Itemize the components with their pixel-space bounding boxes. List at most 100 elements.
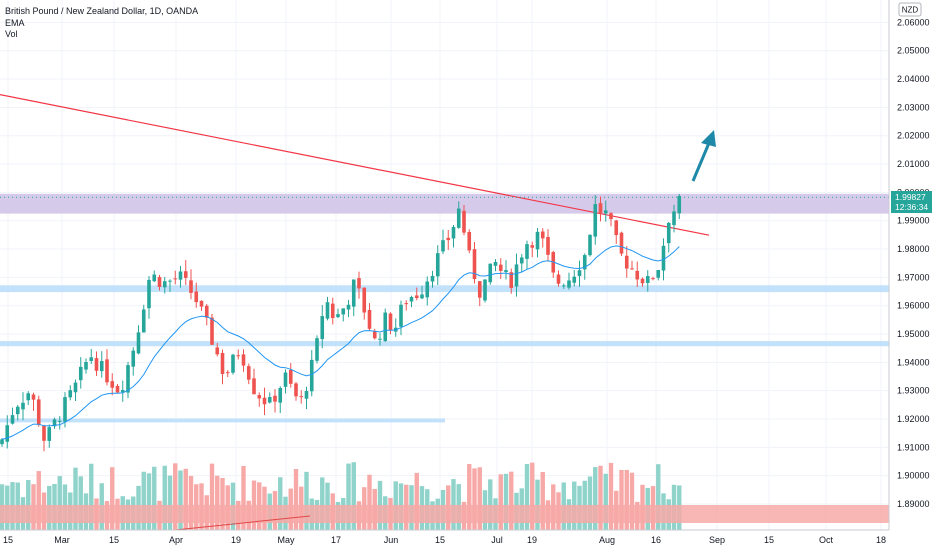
volume-bar	[608, 462, 614, 530]
candle-up	[10, 407, 15, 425]
candle-down	[105, 349, 109, 386]
candle-body	[372, 331, 377, 339]
candle-body	[262, 397, 267, 405]
candle-up	[5, 415, 10, 449]
candle-up	[99, 351, 104, 378]
up-arrow-icon	[691, 130, 716, 182]
candle-body	[603, 210, 608, 214]
candle-down	[498, 258, 503, 279]
candle-body	[215, 347, 220, 355]
candle-body	[399, 304, 403, 327]
candle-up	[409, 295, 414, 308]
candle-body	[672, 211, 676, 226]
candle-body	[441, 240, 445, 252]
candle-up	[309, 350, 314, 397]
volume-indicator-label[interactable]: Vol	[5, 29, 18, 39]
candle-down	[257, 392, 262, 407]
candle-body	[241, 354, 246, 366]
time-tick-label: 15	[109, 535, 119, 545]
candle-up	[136, 325, 141, 355]
volume-bar	[320, 477, 325, 530]
candle-body	[383, 312, 388, 342]
candle-up	[152, 270, 157, 283]
candle-up	[456, 201, 461, 229]
candle-up	[603, 200, 608, 222]
candle-body	[430, 275, 435, 282]
zone-support-3	[0, 418, 445, 423]
candle-body	[78, 366, 83, 381]
time-tick-label: 19	[527, 535, 537, 545]
time-axis[interactable]: 15 Mar 15 Apr 19 May 17 Jun 15 Jul 19 Aug 16 Sep 15 Oct…	[0, 529, 932, 550]
volume-bar	[351, 462, 356, 530]
candle-down	[204, 304, 209, 326]
time-tick-label: Mar	[54, 535, 70, 545]
candle-down	[288, 363, 293, 388]
zone-support-1	[0, 285, 889, 293]
candle-body	[252, 378, 256, 395]
candle-up	[420, 285, 424, 300]
candle-body	[141, 309, 146, 333]
candle-body	[498, 264, 503, 271]
price-tick-label: 2.06000	[897, 17, 930, 27]
candle-body	[351, 279, 356, 307]
candle-up	[341, 308, 346, 322]
candle-up	[63, 392, 67, 428]
volume-bar	[467, 464, 472, 530]
candle-up	[68, 385, 73, 401]
volume-bar	[472, 468, 477, 530]
candle-body	[362, 287, 367, 313]
candle-body	[220, 352, 225, 374]
candle-body	[414, 295, 419, 299]
candle-down	[215, 343, 220, 357]
candle-body	[593, 204, 598, 237]
candle-body	[157, 277, 162, 288]
candle-down	[252, 368, 256, 395]
candle-body	[357, 278, 361, 289]
price-axis[interactable]: 2.06000 2.05000 2.04000 2.03000 2.02000 2.010…	[888, 0, 932, 550]
candle-body	[10, 415, 15, 424]
candle-down	[624, 246, 629, 278]
price-tick-label: 2.02000	[897, 131, 930, 141]
candle-up	[15, 404, 20, 421]
candle-body	[483, 279, 487, 301]
candle-body	[577, 270, 582, 277]
candle-body	[68, 390, 73, 398]
candle-up	[535, 227, 540, 258]
candle-body	[110, 381, 115, 388]
candle-down	[330, 297, 335, 325]
volume-bar	[488, 479, 493, 530]
candle-body	[404, 303, 409, 305]
time-tick-label: 15	[764, 535, 774, 545]
candle-down	[614, 219, 619, 244]
candle-up	[168, 279, 172, 292]
candle-down	[462, 204, 466, 236]
candle-up	[346, 299, 351, 318]
symbol-title[interactable]: British Pound / New Zealand Dollar, 1D, …	[5, 6, 199, 16]
candle-body	[304, 390, 309, 399]
candle-body	[173, 278, 178, 280]
candle-down	[225, 370, 230, 378]
candle-body	[288, 369, 293, 384]
volume-bar	[220, 478, 225, 530]
ema-indicator-label[interactable]: EMA	[5, 17, 25, 28]
candle-down	[598, 196, 603, 222]
candle-body	[546, 236, 550, 255]
candle-up	[383, 308, 388, 342]
price-tick-label: 2.01000	[897, 159, 930, 169]
price-tick-label: 1.96000	[897, 301, 930, 311]
volume-bar	[241, 465, 246, 530]
trendline[interactable]	[0, 94, 889, 236]
candle-body	[661, 245, 666, 271]
candle-body	[147, 279, 151, 309]
candle-up	[57, 416, 62, 430]
candle-up	[577, 260, 582, 287]
candle-up	[645, 270, 650, 292]
time-tick-label: Oct	[819, 535, 834, 545]
candle-up	[141, 304, 146, 333]
candle-body	[477, 281, 482, 298]
candle-body	[488, 263, 493, 283]
candle-body	[199, 300, 204, 307]
candle-body	[504, 270, 508, 273]
candle-body	[567, 280, 571, 288]
